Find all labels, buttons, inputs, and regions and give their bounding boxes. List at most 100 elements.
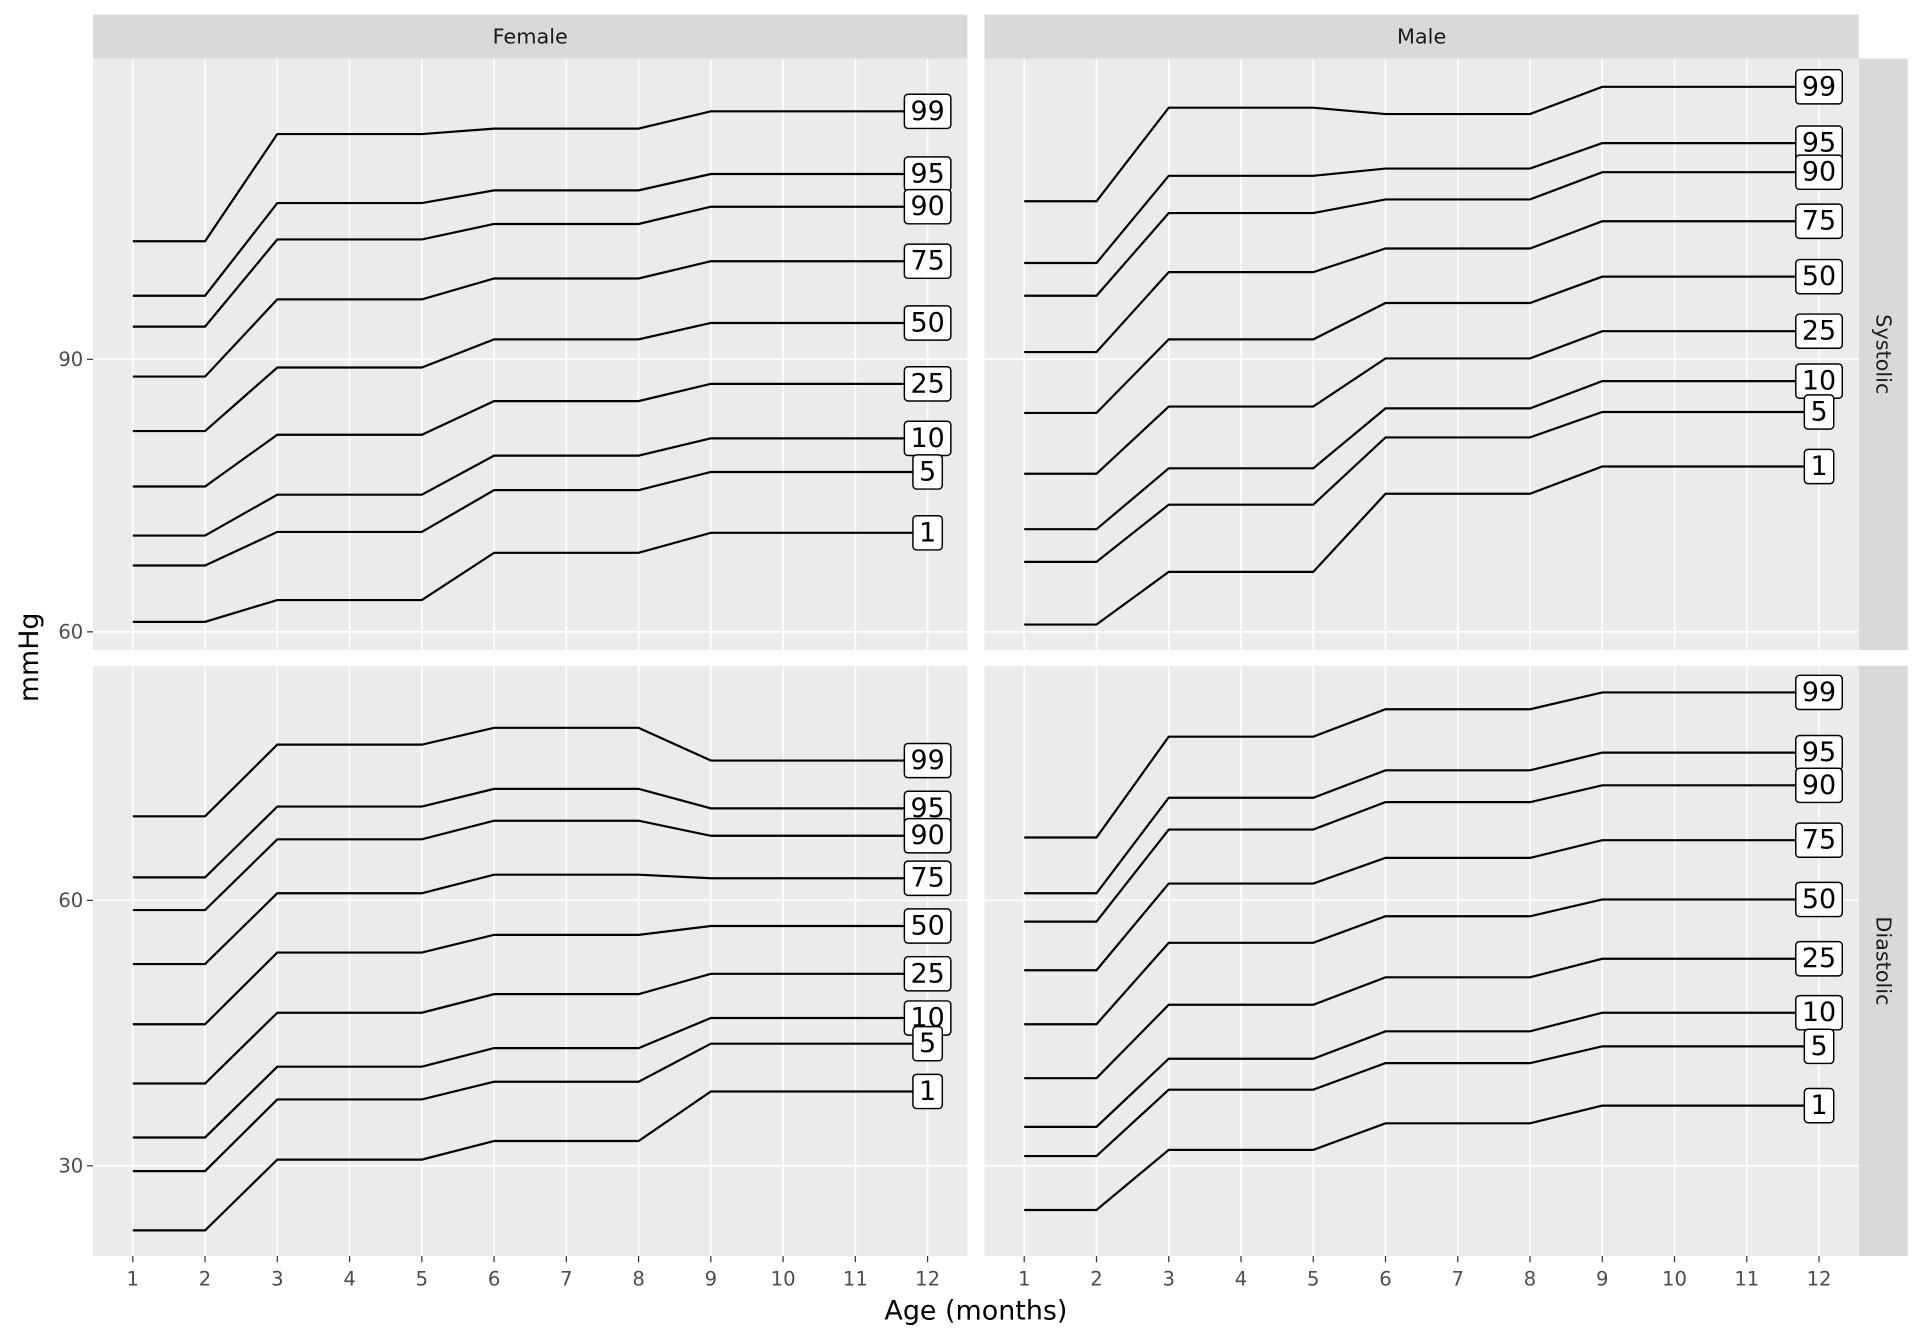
x-tick-label: 1 (127, 1268, 139, 1291)
y-tick-label: 90 (58, 348, 83, 371)
percentile-line (132, 1090, 928, 1232)
percentile-line (1024, 751, 1820, 895)
label-box (1803, 1028, 1835, 1065)
x-tick-label: 8 (1524, 1268, 1536, 1291)
percentile-line (132, 321, 928, 433)
label-box (1803, 1087, 1835, 1124)
line-label: 5 (919, 456, 936, 487)
label-box (1795, 674, 1844, 711)
x-tick-label: 4 (343, 1268, 355, 1291)
panel-background (984, 665, 1859, 1257)
panel-background (93, 58, 968, 651)
percentile-line (1024, 691, 1820, 839)
x-tick-label: 11 (843, 1268, 868, 1291)
x-tick-label: 6 (488, 1268, 500, 1291)
percentile-line (1024, 330, 1820, 475)
label-box (903, 366, 952, 402)
line-label: 1 (919, 1076, 936, 1107)
line-label: 99 (910, 96, 944, 127)
strip-label: Diastolic (1871, 916, 1895, 1005)
label-box (903, 742, 952, 779)
x-tick-label: 7 (1452, 1268, 1464, 1291)
x-tick-label: 2 (1090, 1268, 1102, 1291)
y-axis-title: mmHg (14, 613, 45, 703)
strip (1858, 58, 1908, 651)
line-label: 75 (910, 246, 944, 277)
y-tick-label: 60 (58, 889, 83, 912)
line-label: 50 (910, 308, 944, 339)
line-label: 50 (1802, 261, 1836, 292)
x-tick-label: 9 (705, 1268, 717, 1291)
percentile-line (1024, 1045, 1820, 1158)
label-box (903, 243, 952, 280)
percentile-line (132, 110, 928, 243)
label-box (1795, 203, 1844, 240)
percentile-line (1024, 380, 1820, 531)
line-label: 90 (910, 191, 944, 222)
line-label: 10 (1802, 366, 1836, 397)
x-tick-label: 9 (1596, 1268, 1608, 1291)
percentile-line (132, 470, 928, 567)
line-label: 95 (910, 159, 944, 190)
percentile-line (132, 437, 928, 537)
label-box (1795, 313, 1844, 350)
strip (93, 14, 968, 59)
line-label: 90 (910, 820, 944, 851)
line-label: 50 (910, 911, 944, 942)
percentile-line (1024, 410, 1820, 563)
x-tick-label: 12 (915, 1268, 940, 1291)
line-label: 99 (1802, 71, 1836, 102)
strip (1858, 665, 1908, 1257)
label-box (1795, 881, 1844, 918)
line-label: 50 (1802, 884, 1836, 915)
percentile-line (132, 531, 928, 623)
panel-background (93, 665, 968, 1257)
line-label: 75 (1802, 825, 1836, 856)
label-box (903, 188, 952, 225)
label-box (903, 908, 952, 944)
y-tick-label: 60 (58, 620, 83, 643)
label-box (1795, 258, 1844, 295)
x-tick-label: 8 (632, 1268, 644, 1291)
strip-label: Female (493, 25, 568, 49)
label-box (1795, 154, 1844, 191)
label-box (912, 514, 944, 551)
percentile-line (1024, 898, 1820, 1026)
label-box (912, 454, 944, 490)
x-tick-label: 1 (1018, 1268, 1030, 1291)
label-box (912, 1025, 944, 1062)
x-tick-label: 7 (560, 1268, 572, 1291)
x-tick-label: 10 (1662, 1268, 1687, 1291)
label-box (903, 860, 952, 897)
line-label: 1 (1810, 451, 1827, 482)
line-label: 5 (919, 1028, 936, 1059)
label-box (1795, 822, 1844, 859)
panel-background (984, 58, 1859, 651)
y-tick-label: 30 (58, 1154, 83, 1177)
line-label: 75 (910, 863, 944, 894)
percentile-line (132, 205, 928, 328)
label-box (903, 305, 952, 341)
percentile-line (132, 972, 928, 1085)
x-tick-label: 10 (771, 1268, 796, 1291)
x-tick-label: 11 (1734, 1268, 1759, 1291)
line-label: 95 (1802, 128, 1836, 159)
x-tick-label: 5 (1307, 1268, 1319, 1291)
percentile-line (1024, 839, 1820, 972)
line-label: 10 (910, 423, 944, 454)
strip-label: Male (1397, 25, 1446, 49)
x-tick-label: 3 (1163, 1268, 1175, 1291)
percentile-line (132, 260, 928, 378)
percentile-line (132, 726, 928, 818)
line-label: 5 (1810, 1031, 1827, 1062)
line-label: 99 (910, 745, 944, 776)
line-label: 25 (910, 368, 944, 399)
percentile-line (1024, 171, 1820, 297)
percentile-line (1024, 465, 1820, 626)
line-label: 1 (1810, 1090, 1827, 1121)
line-label: 5 (1810, 397, 1827, 428)
line-label: 90 (1802, 770, 1836, 801)
percentile-line (1024, 1104, 1820, 1212)
x-tick-label: 12 (1807, 1268, 1832, 1291)
